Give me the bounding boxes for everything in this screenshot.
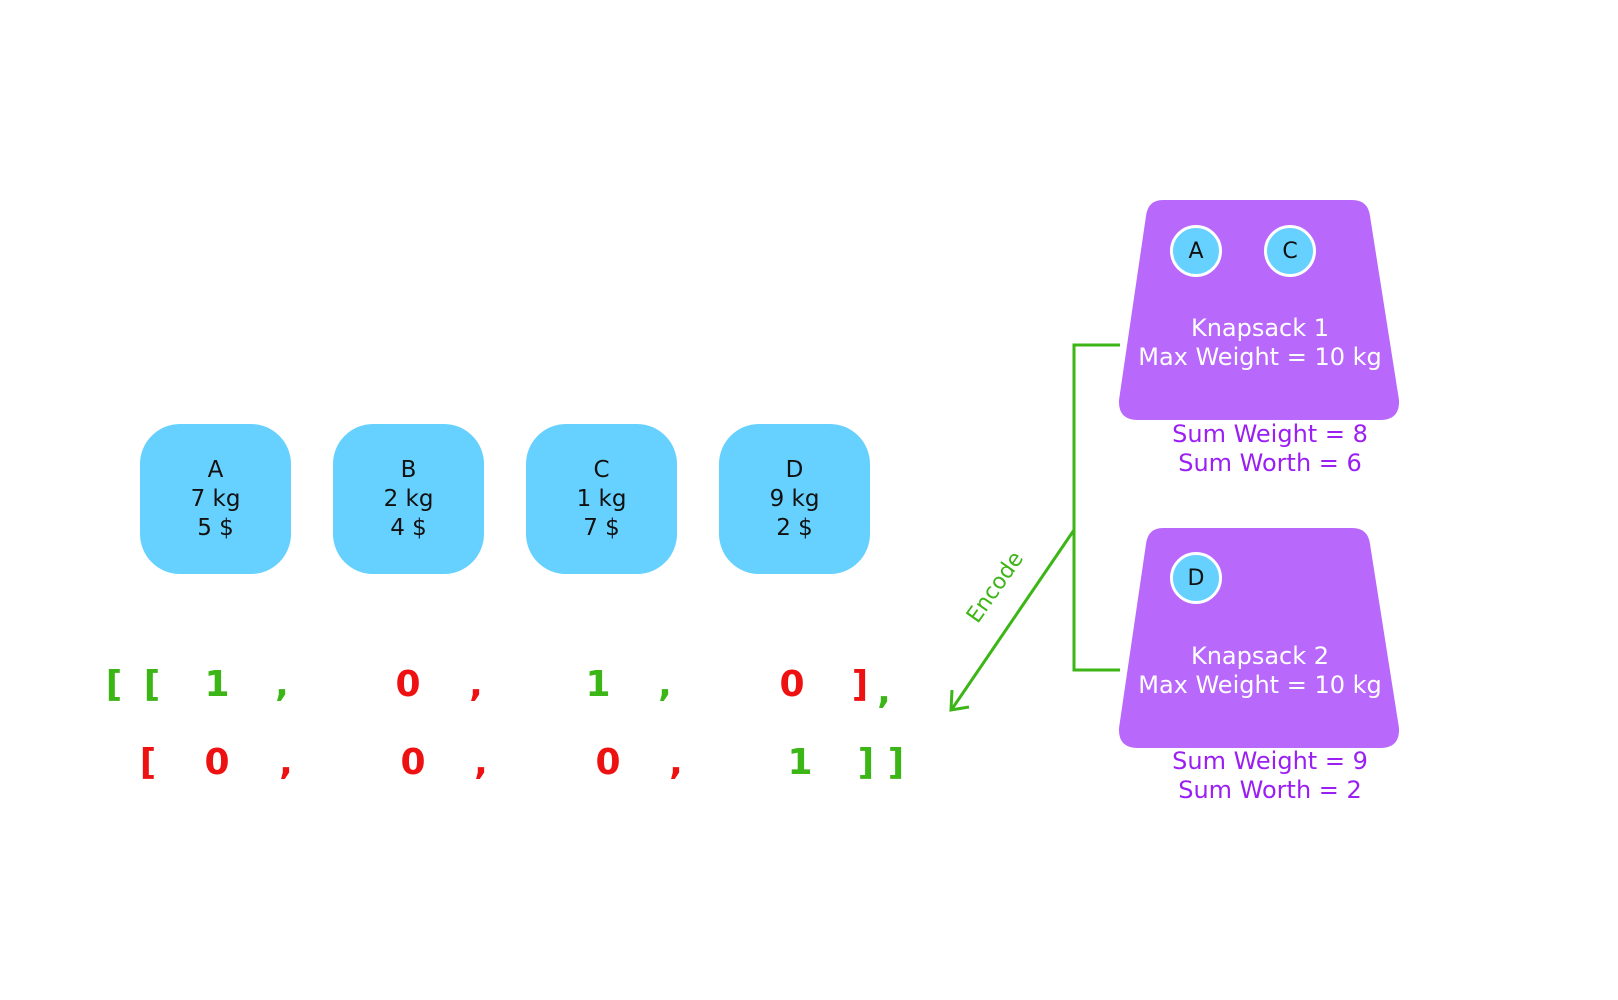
outer-open-bracket: [	[105, 664, 123, 705]
item-weight: 7 kg	[190, 485, 241, 512]
knapsack-2-badge-d: D	[1170, 552, 1222, 604]
row-separator-comma: ,	[877, 671, 891, 712]
item-name: A	[207, 456, 224, 483]
item-worth: 2 $	[776, 514, 813, 541]
row-1-bit-a: 1	[204, 664, 230, 705]
row-2-bit-a: 0	[204, 742, 230, 783]
knapsack-2-title: Knapsack 2	[1190, 642, 1330, 670]
knapsack-1-title: Knapsack 1	[1190, 314, 1330, 342]
encode-arrow-line	[950, 529, 1076, 710]
row-2-close-bracket: ]	[857, 742, 875, 783]
knapsack-2-sum-weight: Sum Weight = 9	[1172, 747, 1368, 775]
item-weight: 2 kg	[383, 485, 434, 512]
bracket-connector	[1072, 343, 1120, 672]
item-name: B	[400, 456, 417, 483]
item-weight: 9 kg	[769, 485, 820, 512]
item-card-a: A 7 kg 5 $	[140, 424, 291, 574]
item-worth: 5 $	[197, 514, 234, 541]
row-2-comma-1: ,	[279, 742, 293, 783]
knapsack-2-shape	[1118, 528, 1400, 748]
row-1-bit-b: 0	[395, 664, 421, 705]
row-1-bit-d: 0	[779, 664, 805, 705]
row-2-comma-2: ,	[474, 742, 488, 783]
row-1-open-bracket: [	[143, 664, 161, 705]
item-card-b: B 2 kg 4 $	[333, 424, 484, 574]
item-name: C	[593, 456, 610, 483]
knapsack-1-shape	[1118, 200, 1400, 420]
item-worth: 4 $	[390, 514, 427, 541]
knapsack-1-sum-weight: Sum Weight = 8	[1172, 420, 1368, 448]
row-1-close-bracket: ]	[851, 664, 869, 705]
knapsack-1-badge-a: A	[1170, 225, 1222, 277]
knapsack-1-badge-c: C	[1264, 225, 1316, 277]
knapsack-1-max-weight: Max Weight = 10 kg	[1138, 343, 1382, 371]
row-2-bit-b: 0	[400, 742, 426, 783]
row-2-bit-d: 1	[787, 742, 813, 783]
row-1-bit-c: 1	[585, 664, 611, 705]
row-2-bit-c: 0	[595, 742, 621, 783]
item-weight: 1 kg	[576, 485, 627, 512]
row-2-comma-3: ,	[669, 742, 683, 783]
item-name: D	[785, 456, 804, 483]
item-card-c: C 1 kg 7 $	[526, 424, 677, 574]
row-1-comma-2: ,	[469, 664, 483, 705]
knapsack-1-sum-worth: Sum Worth = 6	[1178, 449, 1362, 477]
row-1-comma-3: ,	[658, 664, 672, 705]
row-1-comma-1: ,	[275, 664, 289, 705]
item-card-d: D 9 kg 2 $	[719, 424, 870, 574]
item-worth: 7 $	[583, 514, 620, 541]
row-2-open-bracket: [	[139, 742, 157, 783]
knapsack-2-sum-worth: Sum Worth = 2	[1178, 776, 1362, 804]
knapsack-2-max-weight: Max Weight = 10 kg	[1138, 671, 1382, 699]
encode-arrow-head	[949, 689, 970, 712]
outer-close-bracket: ]	[887, 742, 905, 783]
